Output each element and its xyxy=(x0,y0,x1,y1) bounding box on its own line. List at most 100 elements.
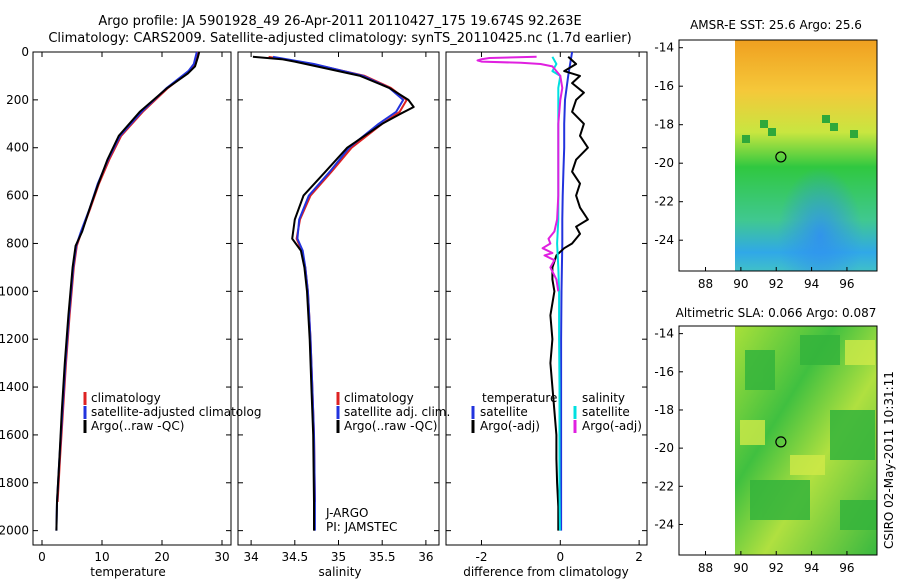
sla-blotches xyxy=(745,335,877,530)
salinity-legend: climatology satellite adj. clim. Argo(..… xyxy=(336,391,450,433)
map-x-tick-label: 88 xyxy=(698,561,713,575)
x-tick-label: 10 xyxy=(94,550,109,564)
salinity-panel: 34 34.5 35 35.5 36 salinity climatology sate… xyxy=(237,51,450,579)
y-tick-label: 1600 xyxy=(0,428,29,442)
legend-temp-argo-label: Argo(-adj) xyxy=(480,419,540,433)
y-tick-label: 0 xyxy=(21,45,29,59)
float-position-marker xyxy=(775,436,787,448)
difference-axes-frame xyxy=(445,51,648,546)
difference-panel: -2 0 2 difference from climatology tempera… xyxy=(445,51,648,579)
x-tick-label: 34 xyxy=(243,550,258,564)
sla-map-frame xyxy=(678,325,878,556)
x-tick-label: 36 xyxy=(418,550,433,564)
map-x-tick-label: 88 xyxy=(698,277,713,291)
legend-temperature-heading: temperature xyxy=(482,391,557,405)
salinity-axes-frame xyxy=(237,51,440,546)
salinity-xlabel: salinity xyxy=(318,565,361,579)
legend-argo-label: Argo(..raw -QC) xyxy=(344,419,437,433)
map-x-tick-label: 96 xyxy=(839,277,854,291)
y-tick-label: 400 xyxy=(6,141,29,155)
series-line-satellite-adjusted-climatology xyxy=(55,51,198,531)
map-y-tick-label: -20 xyxy=(654,156,674,170)
sla-light-blotches xyxy=(740,340,875,475)
legend-climatology-label: climatology xyxy=(344,391,414,405)
y-tick-label: 800 xyxy=(6,236,29,250)
temperature-legend: climatology satellite-adjusted climatolo… xyxy=(83,391,261,433)
x-tick-label: 0 xyxy=(556,550,564,564)
sla-map-title: Altimetric SLA: 0.066 Argo: 0.087 xyxy=(676,306,877,320)
difference-xlabel: difference from climatology xyxy=(463,565,629,579)
map-x-tick-label: 92 xyxy=(769,561,784,575)
x-tick-label: 0 xyxy=(38,550,46,564)
series-line-argo-raw-qc- xyxy=(55,51,201,531)
jargo-annotation: J-ARGO xyxy=(325,506,368,520)
map-y-tick-label: -16 xyxy=(654,79,674,93)
temperature-panel: 0 10 20 30 0 200 400 600 800 1000 1200 1400 1600 1800… xyxy=(0,45,261,579)
sst-cold-patch xyxy=(735,40,877,271)
map-x-tick-label: 92 xyxy=(769,277,784,291)
map-x-tick-label: 96 xyxy=(839,561,854,575)
map-y-tick-label: -22 xyxy=(654,195,674,209)
legend-sal-argo-label: Argo(-adj) xyxy=(582,419,642,433)
y-tick-label: 600 xyxy=(6,189,29,203)
y-tick-label: 1800 xyxy=(0,476,29,490)
map-y-tick-label: -14 xyxy=(654,327,674,341)
legend-satellite-label: satellite adj. clim. xyxy=(344,405,450,419)
series-line-argo-raw-qc- xyxy=(252,55,415,531)
x-tick-label: 20 xyxy=(154,550,169,564)
sst-map-marks: 88 90 92 94 96 -14 -16 -18 -20 -22 -24 xyxy=(654,41,854,291)
map-y-tick-label: -20 xyxy=(654,441,674,455)
temperature-marks: 0 10 20 30 0 200 400 600 800 1000 1200 1400 1600 1800… xyxy=(0,45,231,564)
map-x-tick-label: 94 xyxy=(804,277,819,291)
map-x-tick-label: 90 xyxy=(733,561,748,575)
map-x-tick-label: 94 xyxy=(804,561,819,575)
legend-argo-label: Argo(..raw -QC) xyxy=(91,419,184,433)
legend-satellite-label: satellite-adjusted climatolog xyxy=(91,405,261,419)
map-y-tick-label: -22 xyxy=(654,479,674,493)
y-tick-label: 1200 xyxy=(0,332,29,346)
map-y-tick-label: -18 xyxy=(654,403,674,417)
sst-blotches xyxy=(742,115,858,143)
x-tick-label: 30 xyxy=(214,550,229,564)
x-tick-label: 2 xyxy=(635,550,643,564)
temperature-xlabel: temperature xyxy=(90,565,165,579)
float-position-marker xyxy=(775,151,787,163)
y-tick-label: 200 xyxy=(6,93,29,107)
legend-salinity-heading: salinity xyxy=(582,391,625,405)
y-tick-label: 1000 xyxy=(0,284,29,298)
legend-sal-satellite-label: satellite xyxy=(582,405,630,419)
jamstec-annotation: PI: JAMSTEC xyxy=(326,520,397,534)
y-tick-label: 1400 xyxy=(0,380,29,394)
legend-temp-satellite-label: satellite xyxy=(480,405,528,419)
x-tick-label: 35 xyxy=(331,550,346,564)
map-x-tick-label: 90 xyxy=(733,277,748,291)
map-y-tick-label: -14 xyxy=(654,41,674,55)
x-tick-label: -2 xyxy=(475,550,487,564)
y-tick-label: 2000 xyxy=(0,524,29,538)
series-line-salinity-argo-adj- xyxy=(476,55,564,292)
x-tick-label: 35.5 xyxy=(369,550,396,564)
timestamp-stamp: CSIRO 02-May-2011 10:31:11 xyxy=(882,371,896,549)
map-y-tick-label: -24 xyxy=(654,233,674,247)
sst-map-frame xyxy=(678,39,878,272)
series-line-climatology xyxy=(56,51,199,502)
series-line-temperature-argo-adj- xyxy=(549,56,589,531)
map-y-tick-label: -24 xyxy=(654,517,674,531)
sst-map-panel: AMSR-E SST: 25.6 Argo: 25.6 88 90 92 94 96 -1… xyxy=(654,18,878,291)
series-line-temperature-satellite xyxy=(560,51,574,531)
map-y-tick-label: -18 xyxy=(654,118,674,132)
sla-map-panel: Altimetric SLA: 0.066 Argo: 0.087 88 90 92… xyxy=(654,306,878,575)
sla-map-marks: 88 90 92 94 96 -14 -16 -18 -20 -22 -24 xyxy=(654,327,854,575)
series-line-satellite-adj-clim- xyxy=(272,55,405,531)
salinity-marks: 34 34.5 35 35.5 36 xyxy=(238,51,439,564)
figure-title-line2: Climatology: CARS2009. Satellite-adjuste… xyxy=(48,31,631,46)
map-y-tick-label: -16 xyxy=(654,365,674,379)
series-line-climatology xyxy=(268,55,408,502)
legend-climatology-label: climatology xyxy=(91,391,161,405)
difference-legend: temperature satellite Argo(-adj) salinit… xyxy=(471,391,642,433)
figure-title-line1: Argo profile: JA 5901928_49 26-Apr-2011 … xyxy=(98,14,581,29)
sst-map-title: AMSR-E SST: 25.6 Argo: 25.6 xyxy=(690,18,862,32)
x-tick-label: 34.5 xyxy=(281,550,308,564)
temperature-axes-frame xyxy=(32,51,232,546)
